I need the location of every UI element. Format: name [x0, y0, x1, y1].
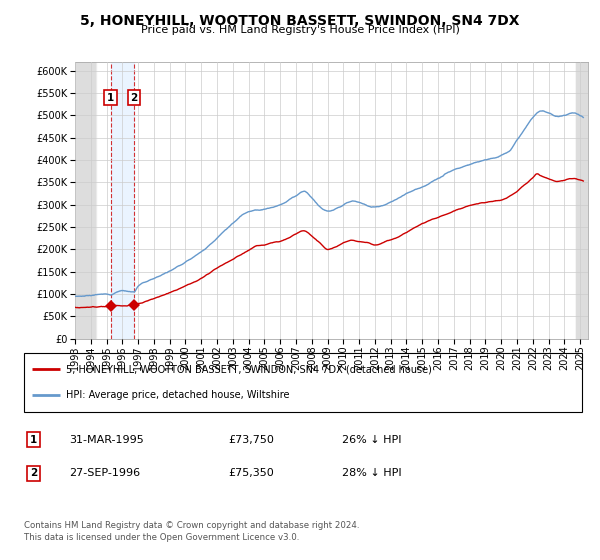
Text: 27-SEP-1996: 27-SEP-1996 — [69, 468, 140, 478]
Text: £73,750: £73,750 — [228, 435, 274, 445]
Text: 31-MAR-1995: 31-MAR-1995 — [69, 435, 144, 445]
Bar — [580, 62, 581, 339]
Text: 1: 1 — [30, 435, 37, 445]
Bar — [80, 62, 82, 339]
Text: 2: 2 — [30, 468, 37, 478]
Text: Contains HM Land Registry data © Crown copyright and database right 2024.
This d: Contains HM Land Registry data © Crown c… — [24, 521, 359, 542]
Bar — [79, 62, 80, 339]
Bar — [88, 62, 89, 339]
Bar — [77, 62, 78, 339]
Text: 26% ↓ HPI: 26% ↓ HPI — [342, 435, 401, 445]
Bar — [75, 62, 95, 339]
Text: 28% ↓ HPI: 28% ↓ HPI — [342, 468, 401, 478]
Text: £75,350: £75,350 — [228, 468, 274, 478]
Text: 1: 1 — [107, 92, 114, 102]
Bar — [586, 62, 587, 339]
Text: HPI: Average price, detached house, Wiltshire: HPI: Average price, detached house, Wilt… — [66, 390, 289, 400]
Bar — [94, 62, 95, 339]
Bar — [576, 62, 577, 339]
Text: 5, HONEYHILL, WOOTTON BASSETT, SWINDON, SN4 7DX: 5, HONEYHILL, WOOTTON BASSETT, SWINDON, … — [80, 14, 520, 28]
Bar — [582, 62, 583, 339]
Text: Price paid vs. HM Land Registry's House Price Index (HPI): Price paid vs. HM Land Registry's House … — [140, 25, 460, 35]
Bar — [90, 62, 91, 339]
Text: 2: 2 — [131, 92, 138, 102]
Text: 5, HONEYHILL, WOOTTON BASSETT, SWINDON, SN4 7DX (detached house): 5, HONEYHILL, WOOTTON BASSETT, SWINDON, … — [66, 364, 432, 374]
Bar — [110, 62, 134, 339]
Bar — [587, 62, 589, 339]
Bar — [578, 62, 579, 339]
Bar — [92, 62, 93, 339]
Bar — [576, 62, 588, 339]
Bar — [75, 62, 76, 339]
Bar — [86, 62, 88, 339]
